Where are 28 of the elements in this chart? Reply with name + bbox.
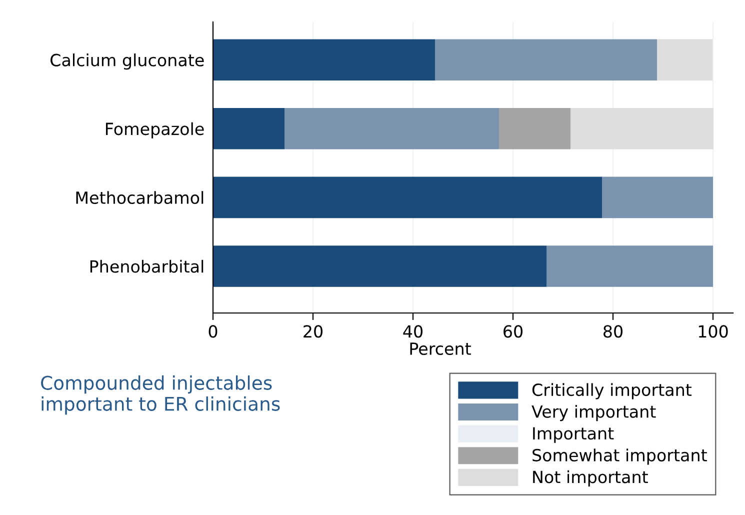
bar [213, 176, 602, 218]
bar [546, 246, 713, 287]
legend-label: Important [533, 427, 614, 443]
bar [499, 108, 570, 150]
x-tick-label: 100 [698, 325, 728, 338]
bar [213, 108, 284, 150]
bar [657, 39, 712, 80]
bar [213, 39, 435, 80]
bar [570, 108, 714, 150]
legend-label: Somewhat important [532, 448, 707, 465]
y-tick-label: Methocarbamol [76, 191, 204, 204]
legend-label: Not important [533, 470, 648, 486]
x-tick-label: 60 [504, 325, 522, 338]
y-tick-label: Fomepazole [106, 122, 204, 138]
legend-label: Critically important [532, 383, 692, 400]
x-tick-label: 80 [604, 325, 622, 338]
bar [284, 108, 499, 150]
text: Compounded injectables important to ER clinicians [41, 375, 280, 415]
x-tick-label: 20 [304, 325, 322, 338]
x-tick-label: 40 [403, 325, 422, 338]
bar [602, 176, 713, 218]
bar [213, 246, 546, 287]
bar [435, 39, 657, 80]
y-tick-label: Calcium gluconate [50, 54, 204, 70]
y-tick-label: Phenobarbital [90, 260, 204, 273]
x-tick-label: 0 [208, 325, 218, 338]
x-axis-title: Percent [410, 342, 471, 355]
legend-label: Very important [532, 404, 656, 422]
